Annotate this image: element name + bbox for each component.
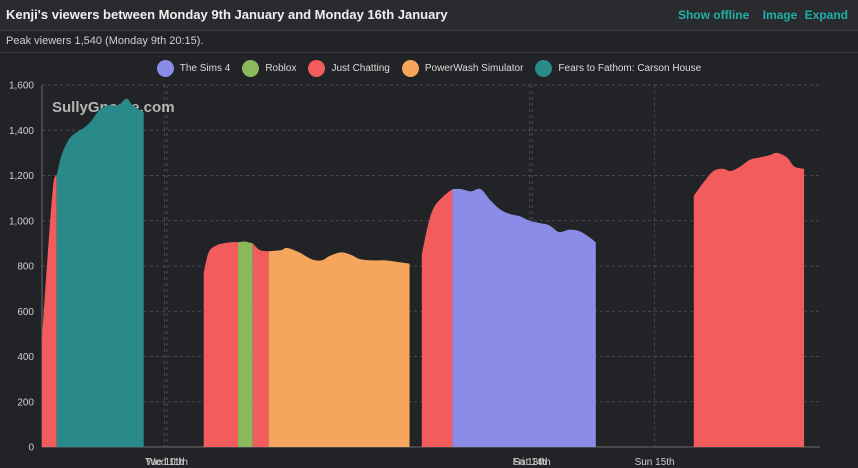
chart-legend: The Sims 4 Roblox Just Chatting PowerWash S…	[0, 57, 858, 79]
x-tick-label: Wed 11th	[146, 457, 188, 468]
x-tick-label: Tue 10th	[145, 457, 184, 468]
x-tick-label: Sun 15th	[635, 457, 675, 468]
y-tick-label: 1,200	[9, 171, 34, 182]
legend-item-just-chatting[interactable]: Just Chatting	[308, 59, 390, 77]
y-tick-label: 200	[17, 397, 34, 408]
expand-link[interactable]: Expand	[804, 8, 848, 22]
legend-item-powerwash-simulator[interactable]: PowerWash Simulator	[401, 59, 524, 77]
area-fears-to-fathom-carson-house	[56, 98, 144, 447]
area-just-chatting	[252, 243, 269, 447]
legend-swatch	[401, 59, 419, 77]
legend-label: Roblox	[265, 62, 297, 74]
x-tick-label: Sat 14th	[513, 457, 550, 468]
legend-label: Just Chatting	[331, 62, 390, 74]
area-just-chatting	[421, 189, 453, 447]
area-roblox	[238, 241, 253, 447]
x-tick-label: Fri 13th	[513, 457, 547, 468]
peak-viewers-text: Peak viewers 1,540 (Monday 9th 20:15).	[6, 35, 204, 47]
chart-header: Kenji's viewers between Monday 9th Janua…	[0, 0, 858, 31]
y-tick-label: 0	[28, 443, 34, 454]
peak-info-bar: Peak viewers 1,540 (Monday 9th 20:15).	[0, 31, 858, 53]
legend-item-roblox[interactable]: Roblox	[242, 59, 297, 77]
y-tick-label: 400	[17, 352, 34, 363]
y-tick-label: 1,600	[9, 81, 34, 92]
y-tick-label: 1,000	[9, 216, 34, 227]
y-tick-label: 1,400	[9, 126, 34, 137]
area-just-chatting	[693, 152, 805, 447]
legend-swatch	[242, 59, 260, 77]
y-tick-label: 800	[17, 262, 34, 273]
legend-label: The Sims 4	[179, 62, 231, 74]
header-actions: Show offline Image Expand	[668, 8, 848, 22]
chart-title: Kenji's viewers between Monday 9th Janua…	[6, 7, 448, 22]
area-powerwash-simulator	[268, 247, 410, 447]
area-the-sims-4	[452, 188, 596, 447]
area-just-chatting	[42, 175, 57, 447]
legend-swatch	[535, 59, 553, 77]
legend-item-the-sims-4[interactable]: The Sims 4	[156, 59, 231, 77]
legend-item-fears-to-fathom-carson-house[interactable]: Fears to Fathom: Carson House	[535, 59, 702, 77]
y-tick-label: 600	[17, 307, 34, 318]
legend-swatch	[156, 59, 174, 77]
show-offline-link[interactable]: Show offline	[677, 8, 750, 22]
legend-label: Fears to Fathom: Carson House	[558, 62, 702, 74]
area-just-chatting	[203, 242, 239, 447]
legend-swatch	[308, 59, 326, 77]
legend-label: PowerWash Simulator	[424, 62, 524, 74]
image-link[interactable]: Image	[762, 8, 798, 22]
